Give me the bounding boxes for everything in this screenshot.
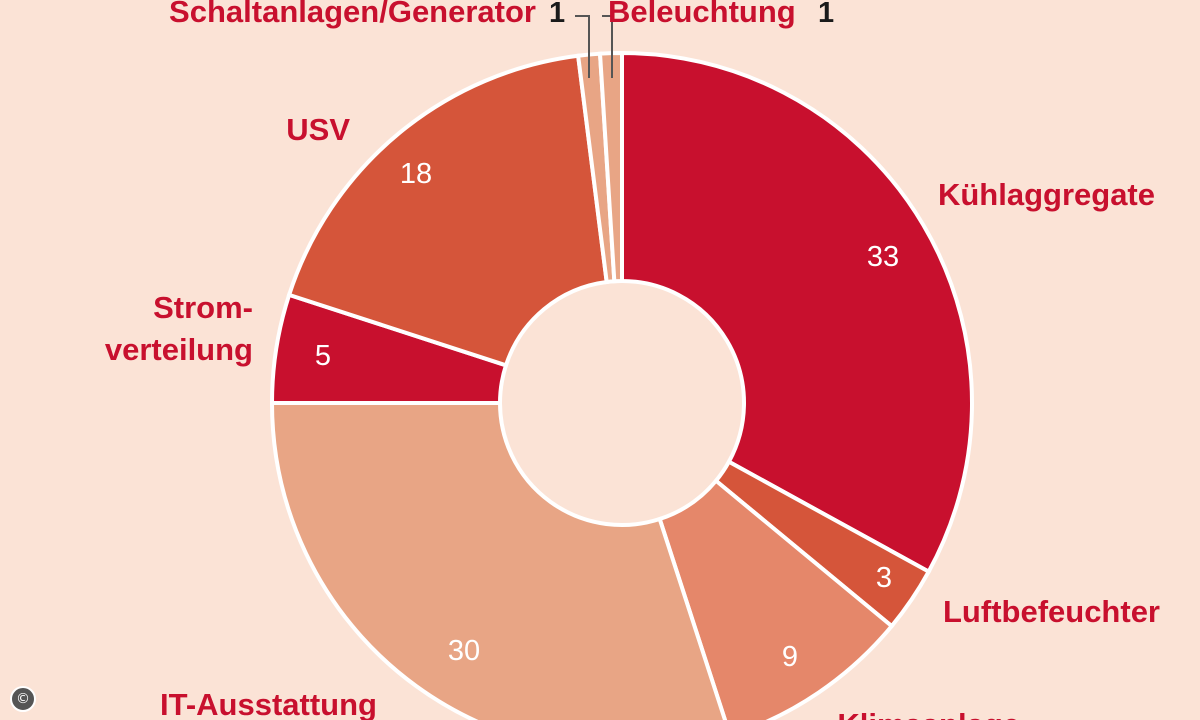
value-label-4: 5 [315,340,331,372]
value-label-7: 1 [818,0,834,29]
copyright-icon: © [10,686,36,712]
value-label-5: 18 [400,158,432,190]
category-label-2: Klimaanlage [837,707,1020,720]
pie-slice-2 [657,477,895,720]
category-label-0: Kühlaggregate [938,177,1155,212]
value-label-2: 9 [782,641,798,673]
pie-slice-7 [597,50,624,284]
category-label-6: Schaltanlagen/Generator [169,0,536,29]
category-label-3: IT-Ausstattung [160,687,377,720]
value-label-6: 1 [549,0,565,29]
value-label-1: 3 [876,562,892,594]
category-label-1: Luftbefeuchter [943,594,1160,629]
value-label-0: 33 [867,241,899,273]
pie-slice-0 [620,50,974,575]
leader-line-0 [575,15,590,78]
category-label-7: Beleuchtung [608,0,796,29]
pie-slice-5 [286,53,609,368]
category-label-5: USV [286,112,350,147]
category-label-4: Strom-verteilung [105,290,253,367]
leader-line-1 [602,15,613,78]
value-label-3: 30 [448,635,480,667]
pie-slice-3 [269,401,728,720]
